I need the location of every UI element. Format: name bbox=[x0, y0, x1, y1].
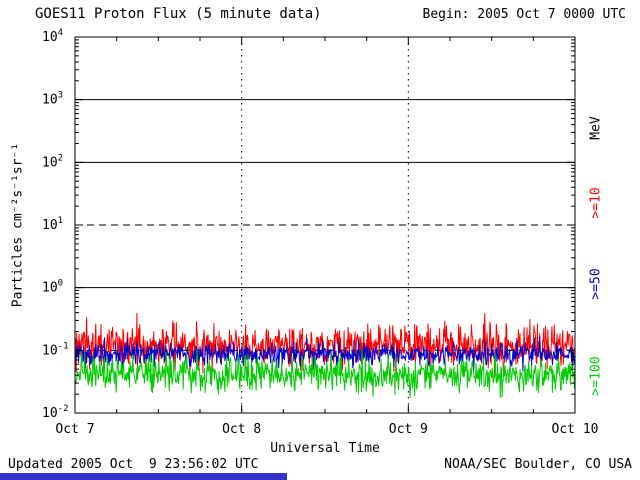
begin-time-label: Begin: 2005 Oct 7 0000 UTC bbox=[422, 7, 627, 22]
x-tick-label: Oct 10 bbox=[552, 422, 599, 437]
x-axis-label: Universal Time bbox=[270, 441, 380, 456]
chart-title: GOES11 Proton Flux (5 minute data) bbox=[35, 6, 322, 22]
y-tick-label: 104 bbox=[42, 28, 63, 45]
x-tick-label: Oct 7 bbox=[55, 422, 94, 437]
updated-timestamp: Updated 2005 Oct 9 23:56:02 UTC bbox=[8, 457, 259, 472]
y-tick-label: 102 bbox=[42, 153, 63, 170]
series-line--50-mev bbox=[74, 336, 576, 372]
x-tick-label: Oct 8 bbox=[222, 422, 261, 437]
right-axis-label--50: >=50 bbox=[588, 268, 604, 300]
series-line--10-mev bbox=[74, 312, 576, 378]
x-tick-label: Oct 9 bbox=[389, 422, 428, 437]
right-axis-label--100: >=100 bbox=[588, 356, 604, 396]
series-line--100-mev bbox=[74, 349, 576, 399]
source-credit: NOAA/SEC Boulder, CO USA bbox=[444, 457, 632, 472]
right-axis-label--10: >=10 bbox=[588, 187, 604, 219]
y-axis-label: Particles cm⁻²s⁻¹sr⁻¹ bbox=[10, 142, 26, 308]
right-axis-label-mev: MeV bbox=[588, 116, 604, 140]
y-tick-label: 10-2 bbox=[42, 404, 69, 421]
y-tick-label: 101 bbox=[42, 216, 63, 233]
bottom-blue-bar bbox=[0, 473, 287, 480]
y-tick-label: 103 bbox=[42, 91, 63, 108]
y-tick-label: 10-1 bbox=[42, 341, 69, 358]
y-tick-label: 100 bbox=[42, 279, 63, 296]
